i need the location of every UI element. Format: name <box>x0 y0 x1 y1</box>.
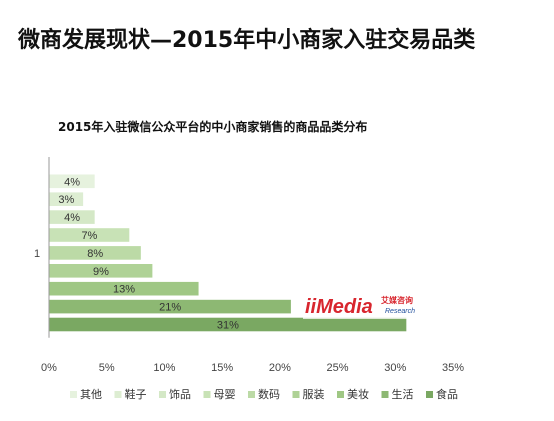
x-tick-label: 20% <box>269 362 291 374</box>
legend-label-生活: 生活 <box>392 387 414 401</box>
legend-swatch-服装 <box>292 391 300 398</box>
legend-swatch-鞋子 <box>114 391 122 398</box>
page-title: 微商发展现状—2015年中小商家入驻交易品类 <box>18 28 476 53</box>
x-tick-label: 25% <box>327 362 349 374</box>
legend-swatch-数码 <box>248 391 255 398</box>
legend-label-美妆: 美妆 <box>347 388 369 401</box>
chart-title: 2015年入驻微信公众平台的中小商家销售的商品品类分布 <box>58 120 368 134</box>
legend-label-母婴: 母婴 <box>214 388 236 401</box>
category-axis-label: 1 <box>34 248 40 260</box>
data-label-母婴: 7% <box>81 230 97 242</box>
legend-label-服装: 服装 <box>303 388 325 401</box>
legend-swatch-其他 <box>70 391 77 398</box>
data-label-鞋子: 3% <box>58 194 74 206</box>
watermark-cn: 艾媒咨询 <box>381 295 413 305</box>
legend: 其他 鞋子 饰品 母婴 数码 服装 美妆 生活 食品 <box>70 387 458 401</box>
legend-label-食品: 食品 <box>436 387 458 401</box>
data-label-美妆: 13% <box>113 284 135 296</box>
data-label-生活: 21% <box>159 302 181 314</box>
x-tick-label: 30% <box>384 362 406 374</box>
data-label-服装: 9% <box>93 266 109 278</box>
data-label-数码: 8% <box>87 248 103 260</box>
watermark-en: Research <box>385 308 415 315</box>
legend-swatch-美妆 <box>337 391 344 398</box>
x-tick-label: 35% <box>442 362 464 374</box>
data-label-饰品: 4% <box>64 212 80 224</box>
data-label-其他: 4% <box>64 176 80 188</box>
legend-label-其他: 其他 <box>80 388 102 401</box>
x-tick-label: 5% <box>99 362 115 374</box>
legend-swatch-饰品 <box>159 391 166 398</box>
legend-label-饰品: 饰品 <box>169 387 191 401</box>
iimedia-watermark: iiMedia 艾媒咨询 Research <box>303 293 423 319</box>
legend-swatch-生活 <box>381 391 389 398</box>
data-label-食品: 31% <box>217 320 239 332</box>
x-tick-label: 10% <box>153 362 175 374</box>
legend-swatch-食品 <box>426 391 433 398</box>
axes-group: 10% 5% 10% 15% 20% 25% 30% 35% <box>34 157 464 374</box>
legend-label-鞋子: 鞋子 <box>125 387 147 401</box>
legend-label-数码: 数码 <box>258 388 280 401</box>
bars-group: 4%3%4%7%8%9%13%21%31% <box>48 173 408 333</box>
watermark-logo: iiMedia <box>305 296 373 318</box>
x-tick-label: 15% <box>211 362 233 374</box>
x-tick-label: 0% <box>41 362 57 374</box>
legend-swatch-母婴 <box>203 391 211 398</box>
